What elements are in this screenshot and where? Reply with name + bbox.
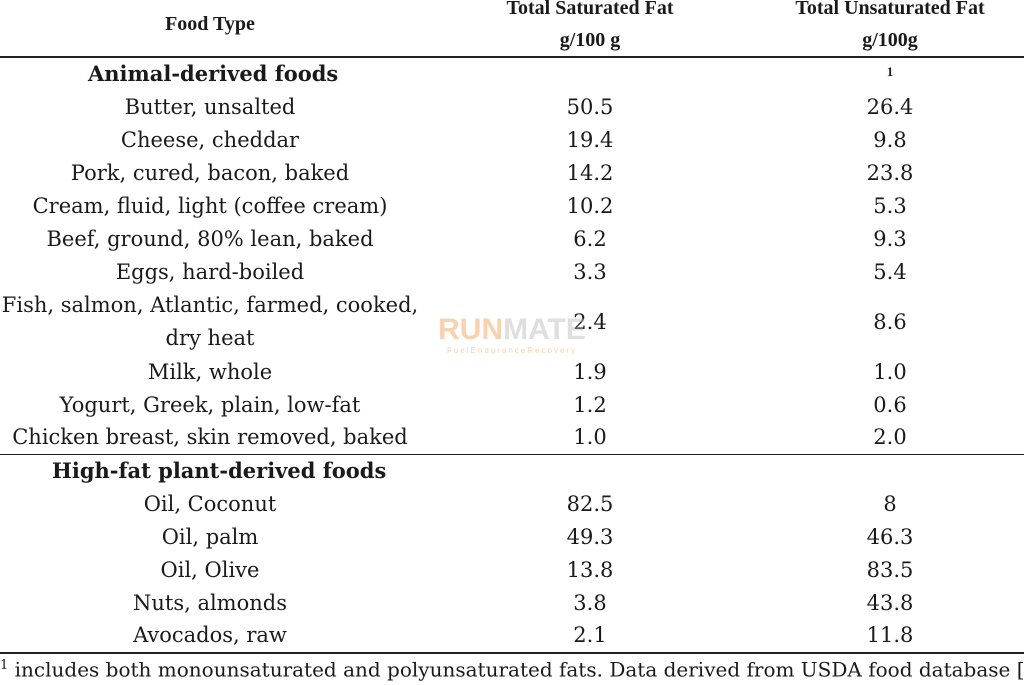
saturated-value: 10.2: [566, 194, 614, 218]
unsaturated-value: 0.6: [873, 393, 907, 417]
food-name-line1: Fish, salmon, Atlantic, farmed, cooked,: [1, 293, 419, 317]
saturated-value: 49.3: [566, 525, 614, 549]
footnote-mark: 1: [0, 658, 9, 673]
unsaturated-value: 5.3: [873, 194, 907, 218]
food-name: Yogurt, Greek, plain, low-fat: [59, 393, 361, 417]
food-name: Oil, Coconut: [143, 492, 277, 516]
footnote-marker: 1: [886, 64, 894, 79]
table-row: Fish, salmon, Atlantic, farmed, cooked, …: [0, 289, 1024, 355]
unsaturated-value: 5.4: [873, 260, 907, 284]
food-name: Oil, Olive: [160, 558, 260, 582]
section-rule: [0, 454, 1024, 455]
saturated-value: 2.1: [573, 623, 607, 647]
header-unsaturated-fat: Total Unsaturated Fat g/100g 1: [740, 0, 1024, 88]
food-name: Beef, ground, 80% lean, baked: [46, 227, 374, 251]
saturated-value: 82.5: [566, 492, 614, 516]
saturated-value: 6.2: [573, 227, 607, 251]
saturated-value: 19.4: [566, 128, 614, 152]
food-name: Nuts, almonds: [132, 591, 287, 615]
saturated-value: 2.4: [573, 310, 607, 334]
food-name: Cheese, cheddar: [120, 128, 300, 152]
saturated-value: 14.2: [566, 161, 614, 185]
unsaturated-value: 1.0: [873, 360, 907, 384]
footnote-text: includes both monounsaturated and polyun…: [8, 657, 1024, 682]
unsaturated-value: 9.8: [873, 128, 907, 152]
food-name: Milk, whole: [147, 360, 273, 384]
header-food-type: Food Type: [165, 13, 255, 35]
saturated-value: 1.2: [573, 393, 607, 417]
header-saturated-fat: Total Saturated Fat g/100 g: [506, 0, 674, 51]
food-name: Chicken breast, skin removed, baked: [12, 425, 408, 449]
bottom-rule: [0, 652, 1024, 654]
saturated-value: 1.9: [573, 360, 607, 384]
header-rule: [0, 56, 1024, 58]
section-title-plant: High-fat plant-derived foods: [52, 458, 387, 483]
food-name: Pork, cured, bacon, baked: [70, 161, 350, 185]
table-footnote: 1 includes both monounsaturated and poly…: [0, 651, 1024, 685]
section-title-animal: Animal-derived foods: [88, 61, 339, 86]
unsaturated-value: 26.4: [866, 95, 914, 119]
food-name-line2: dry heat: [165, 326, 255, 350]
food-name: Oil, palm: [161, 525, 259, 549]
saturated-value: 3.3: [573, 260, 607, 284]
unsaturated-value: 2.0: [873, 425, 907, 449]
food-name: Cream, fluid, light (coffee cream): [32, 194, 388, 218]
saturated-value: 3.8: [573, 591, 607, 615]
food-name: Butter, unsalted: [124, 95, 296, 119]
unsaturated-value: 9.3: [873, 227, 907, 251]
unsaturated-value: 8: [883, 492, 897, 516]
saturated-value: 50.5: [566, 95, 614, 119]
food-name: Eggs, hard-boiled: [115, 260, 305, 284]
unsaturated-value: 8.6: [873, 310, 907, 334]
unsaturated-value: 23.8: [866, 161, 914, 185]
food-name: Avocados, raw: [133, 623, 287, 647]
unsaturated-value: 46.3: [866, 525, 914, 549]
unsaturated-value: 83.5: [866, 558, 914, 582]
unsaturated-value: 11.8: [866, 623, 914, 647]
unsaturated-value: 43.8: [866, 591, 914, 615]
saturated-value: 1.0: [573, 425, 607, 449]
saturated-value: 13.8: [566, 558, 614, 582]
